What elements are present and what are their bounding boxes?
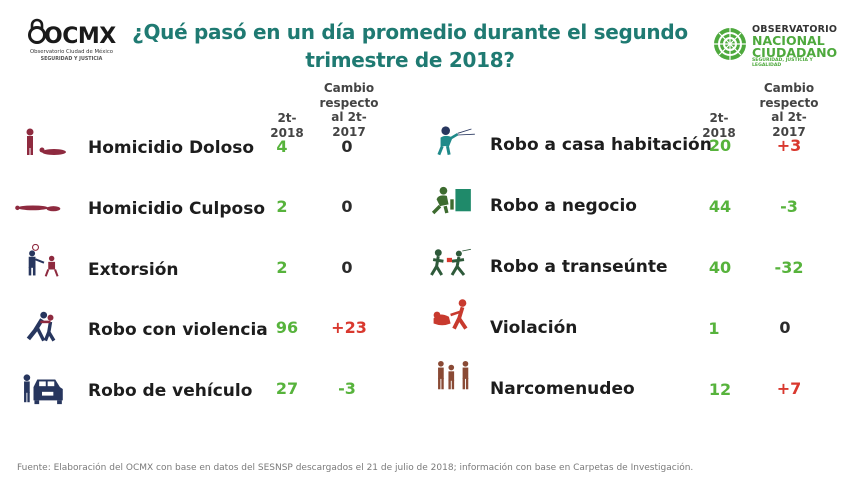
row-name: Extorsión xyxy=(88,260,179,280)
row-change: +23 xyxy=(331,318,367,337)
row-name: Robo a transeúnte xyxy=(490,257,668,277)
row-value: 12 xyxy=(708,380,732,399)
onc-tagline: SEGURIDAD, JUSTICIA Y LEGALIDAD xyxy=(752,58,813,68)
row-value: 20 xyxy=(708,136,732,155)
row-change: -3 xyxy=(780,197,798,216)
extortion-icon xyxy=(28,244,59,277)
violent-robbery-icon xyxy=(26,311,56,342)
row-change: -32 xyxy=(774,258,804,277)
row-name: Homicidio Doloso xyxy=(88,138,255,158)
row-name: Robo a negocio xyxy=(490,196,637,216)
row-change: 0 xyxy=(341,137,353,156)
source-footnote: Fuente: Elaboración del OCMX con base en… xyxy=(17,463,694,473)
onc-line-2: NACIONAL xyxy=(752,33,825,48)
row-change: 0 xyxy=(341,197,353,216)
rape-icon xyxy=(433,299,468,330)
row-value: 2 xyxy=(276,258,288,277)
business-robbery-icon xyxy=(431,186,471,215)
row-name: Robo de vehículo xyxy=(88,381,253,401)
ocmx-tagline: SEGURIDAD Y JUSTICIA xyxy=(40,57,103,62)
row-value: 4 xyxy=(276,137,288,156)
row-value: 96 xyxy=(275,318,299,337)
row-name: Homicidio Culposo xyxy=(88,199,265,219)
row-change: -3 xyxy=(338,379,356,398)
ocmx-logo: OCMX Observatorio Ciudad de México SEGUR… xyxy=(22,14,117,70)
culpable-homicide-icon xyxy=(15,205,61,212)
left-change-header: Cambio respecto al 2t-2017 xyxy=(319,81,379,139)
row-name: Robo con violencia xyxy=(88,320,268,340)
row-name: Narcomenudeo xyxy=(490,379,635,399)
ocmx-subtitle: Observatorio Ciudad de México xyxy=(30,49,113,55)
car-theft-icon xyxy=(23,374,63,405)
homicide-icon xyxy=(26,128,66,155)
burglary-icon xyxy=(437,126,475,156)
onc-line-3: CIUDADANO xyxy=(752,45,838,60)
ocmx-lock-icon xyxy=(28,18,46,44)
drug-dealing-icon xyxy=(438,360,469,390)
row-value: 44 xyxy=(708,197,732,216)
row-change: 0 xyxy=(779,318,791,337)
onc-line-1: OBSERVATORIO xyxy=(752,24,838,35)
right-change-header: Cambio respecto al 2t-2017 xyxy=(759,81,819,139)
row-name: Violación xyxy=(490,318,578,338)
pedestrian-robbery-icon xyxy=(430,248,471,276)
onc-logo: OBSERVATORIO NACIONAL CIUDADANO SEGURIDA… xyxy=(712,24,842,68)
row-value: 27 xyxy=(275,379,299,398)
row-value: 40 xyxy=(708,258,732,277)
row-change: +3 xyxy=(776,136,802,155)
row-change: +7 xyxy=(776,379,802,398)
row-change: 0 xyxy=(341,258,353,277)
row-value: 2 xyxy=(276,197,288,216)
title-line-1: ¿Qué pasó en un día promedio durante el … xyxy=(132,20,688,44)
title-line-2: trimestre de 2018? xyxy=(305,48,515,72)
row-name: Robo a casa habitación xyxy=(490,135,712,155)
ocmx-wordmark: OCMX xyxy=(44,24,116,49)
row-value: 1 xyxy=(708,319,720,338)
right-period-header: 2t-2018 xyxy=(702,111,736,140)
page-title: ¿Qué pasó en un día promedio durante el … xyxy=(130,18,690,74)
left-period-header: 2t-2018 xyxy=(270,111,304,140)
onc-emblem-icon xyxy=(714,28,746,60)
